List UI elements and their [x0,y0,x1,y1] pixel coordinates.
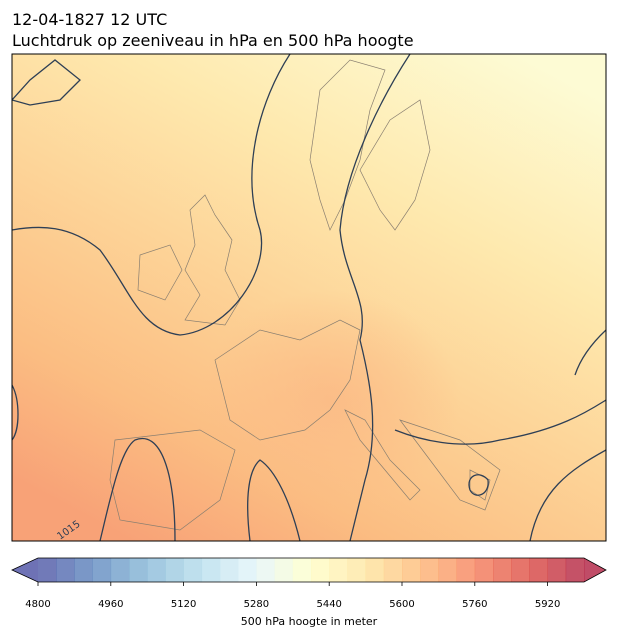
colorbar-block [292,558,312,582]
colorbar-block [274,558,294,582]
colorbar-block [183,558,203,582]
colorbar-block [165,558,184,582]
colorbar-block [438,558,457,582]
colorbar-block [256,558,275,582]
chart-title: Luchtdruk op zeeniveau in hPa en 500 hPa… [12,31,414,50]
colorbar-extend-high [584,558,606,582]
colorbar-block [38,558,57,582]
colorbar-label: 500 hPa hoogte in meter [241,615,378,628]
colorbar-block [511,558,530,582]
isobars [12,54,606,541]
map: 1015 [12,54,606,541]
colorbar-tick-label: 5920 [535,599,560,610]
colorbar-block [201,558,221,582]
colorbar: 4800 4960 5120 5280 5440 5600 5760 5920 500 hPa … [11,557,607,628]
colorbar-extend-low [12,558,38,582]
colorbar-tick-label: 5600 [389,599,414,610]
colorbar-tick-label: 5120 [171,599,196,610]
colorbar-tick-label: 5440 [316,599,341,610]
colorbar-block [56,558,75,582]
colorbar-tick-label: 4800 [25,599,50,610]
colorbar-block [220,558,239,582]
warm-area [200,290,460,510]
colorbar-outline [11,557,607,583]
colorbar-block [347,558,366,582]
colorbar-block [456,558,476,582]
colorbar-block [74,558,93,582]
colorbar-block [565,558,585,582]
colorbar-block [493,558,512,582]
colorbar-block [402,558,421,582]
colorbar-block [329,558,348,582]
colorbar-block [238,558,257,582]
colorbar-block [420,558,439,582]
colorbar-block [383,558,403,582]
map-frame [11,53,607,542]
colorbar-tick-label: 5280 [244,599,269,610]
colorbar-block [365,558,385,582]
colorbar-block [547,558,567,582]
colorbar-tick-label: 4960 [98,599,123,610]
colorbar-block [311,558,330,582]
date-title: 12-04-1827 12 UTC [12,10,167,29]
colorbar-block [474,558,494,582]
colorbar-block [92,558,112,582]
colorbar-block [110,558,130,582]
colorbar-tick-label: 5760 [462,599,487,610]
colorbar-block [129,558,148,582]
colorbar-block [529,558,548,582]
colorbar-block [147,558,166,582]
